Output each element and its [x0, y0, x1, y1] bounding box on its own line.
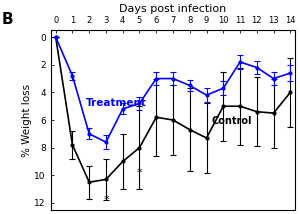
Text: Control: Control [212, 116, 252, 126]
Text: *: * [137, 168, 142, 178]
X-axis label: Days post infection: Days post infection [119, 4, 226, 14]
Y-axis label: % Weight loss: % Weight loss [22, 83, 32, 157]
Text: *: * [103, 195, 109, 205]
Text: Treatment: Treatment [86, 98, 147, 108]
Text: B: B [2, 12, 14, 27]
